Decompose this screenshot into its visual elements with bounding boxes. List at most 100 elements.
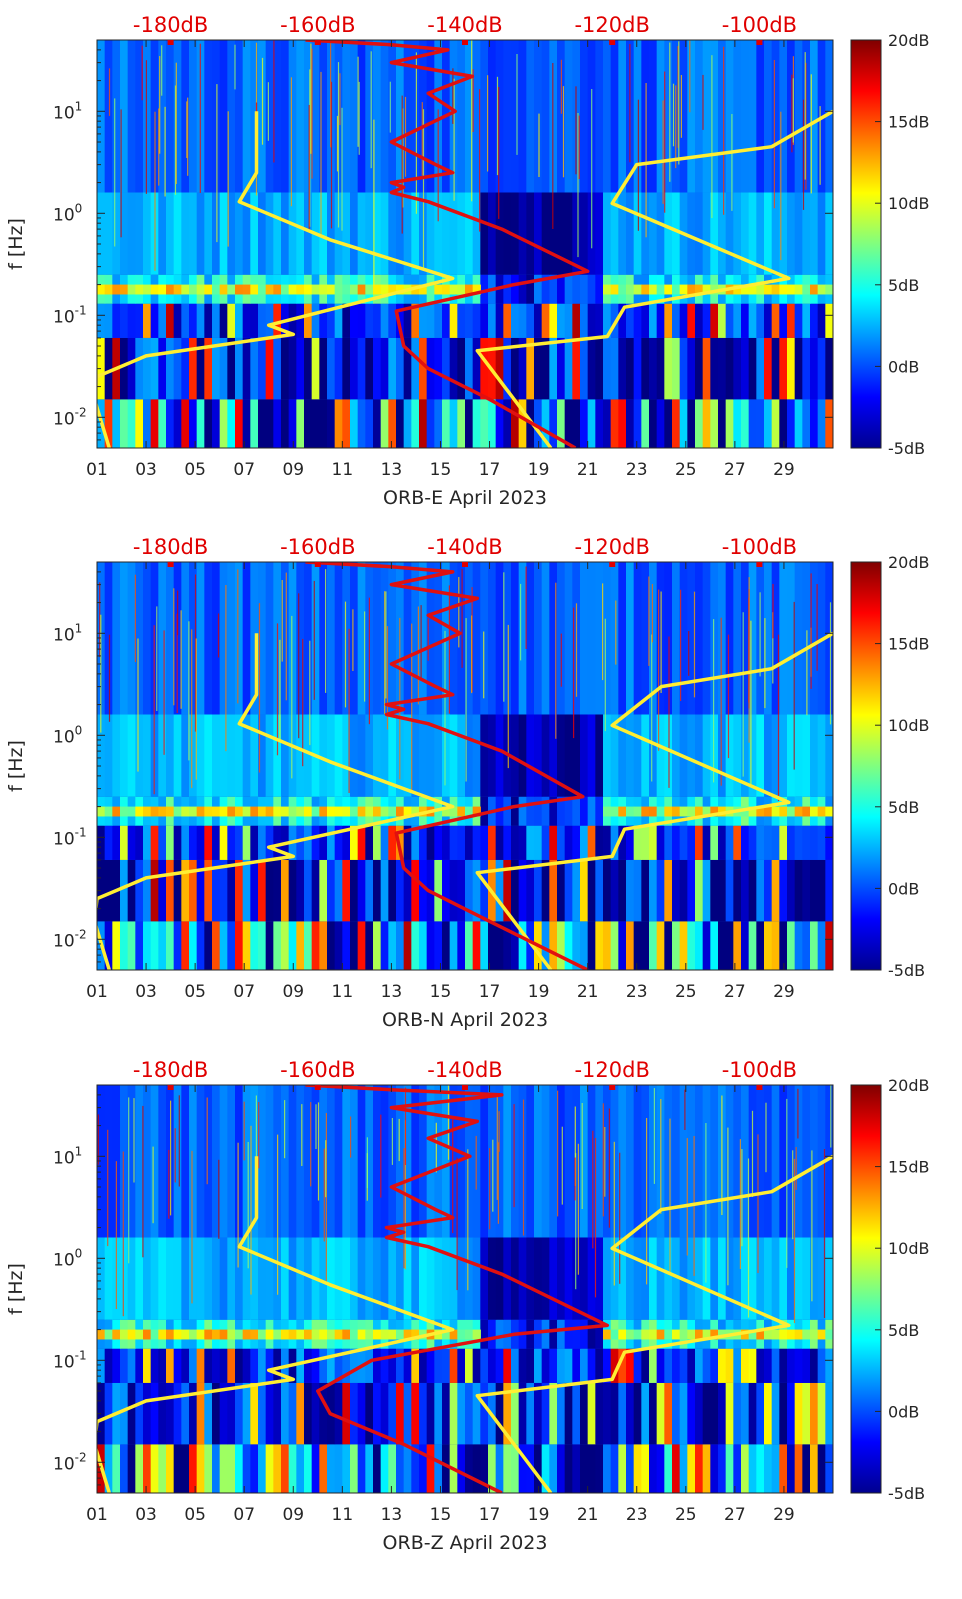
x-tick-label: 25: [675, 1505, 697, 1525]
spectrogram-cell: [702, 1237, 711, 1320]
spectrogram-spike: [384, 591, 386, 715]
spectrogram-cell: [649, 399, 658, 448]
spectrogram-cell: [281, 1237, 290, 1320]
spectrogram-cell: [626, 859, 635, 922]
spectrogram-cell: [288, 399, 297, 448]
spectrogram-cell: [679, 399, 688, 448]
spectrogram-cell: [212, 714, 221, 797]
spectrogram-cell: [196, 337, 205, 400]
spectrogram-cell: [572, 1348, 581, 1383]
x-tick-label: 19: [528, 982, 550, 1002]
spectrogram-cell: [802, 825, 811, 860]
spectrogram-cell: [434, 1237, 443, 1320]
spectrogram-cell: [672, 303, 681, 338]
spectrogram-cell: [265, 1237, 274, 1320]
spectrogram-cell: [710, 1237, 719, 1320]
spectrogram-cell: [580, 714, 589, 797]
spectrogram-cell: [495, 399, 504, 448]
spectrogram-cell: [250, 806, 259, 817]
spectrogram-cell: [695, 1237, 704, 1320]
spectrogram-cell: [779, 921, 788, 970]
spectrogram-cell: [449, 1348, 458, 1383]
top-db-marker: [462, 562, 468, 567]
spectrogram-cell: [426, 714, 435, 797]
spectrogram-cell: [373, 714, 382, 797]
spectrogram-cell: [472, 284, 481, 295]
spectrogram-cell: [449, 562, 458, 715]
spectrogram-cell: [143, 562, 152, 715]
spectrogram-cell: [495, 714, 504, 797]
spectrogram-cell: [196, 1329, 205, 1340]
spectrogram-cell: [549, 1237, 558, 1320]
spectrogram-cell: [434, 284, 443, 295]
spectrogram-cell: [465, 1382, 474, 1445]
spectrogram-cell: [204, 1382, 213, 1445]
spectrogram-cell: [503, 1382, 512, 1445]
spectrogram-cell: [304, 192, 313, 275]
spectrogram-cell: [373, 1237, 382, 1320]
spectrogram-cell: [434, 303, 443, 338]
spectrogram-cell: [242, 337, 251, 400]
spectrogram-cell: [97, 337, 106, 400]
spectrogram-cell: [173, 714, 182, 797]
y-axis-label: f [Hz]: [5, 1263, 27, 1315]
spectrogram-cell: [518, 796, 527, 826]
spectrogram-cell: [725, 192, 734, 275]
spectrogram-cell: [127, 806, 136, 817]
spectrogram-cell: [150, 399, 159, 448]
spectrogram-cell: [365, 1348, 374, 1383]
spectrogram-cell: [741, 1348, 750, 1383]
spectrogram-cell: [733, 303, 742, 338]
spectrogram-cell: [426, 1237, 435, 1320]
spectrogram-cell: [189, 1237, 198, 1320]
spectrogram-cell: [787, 1329, 796, 1340]
spectrogram-cell: [580, 921, 589, 970]
spectrogram-cell: [281, 337, 290, 400]
x-tick-label: 05: [184, 460, 206, 480]
spectrogram-spike: [664, 71, 666, 213]
spectrogram-cell: [595, 714, 604, 797]
spectrogram-cell: [771, 337, 780, 400]
spectrogram-cell: [373, 192, 382, 275]
spectrogram-cell: [250, 192, 259, 275]
spectrogram-cell: [104, 859, 113, 922]
spectrogram-cell: [181, 1444, 190, 1493]
spectrogram-cell: [526, 192, 535, 275]
spectrogram-cell: [227, 825, 236, 860]
spectrogram-cell: [365, 1382, 374, 1445]
spectrogram-cell: [189, 1085, 198, 1238]
spectrogram-cell: [327, 1237, 336, 1320]
x-tick-label: 11: [332, 460, 354, 480]
spectrogram-spike: [391, 1118, 393, 1165]
spectrogram-cell: [595, 303, 604, 338]
spectrogram-cell: [718, 1382, 727, 1445]
spectrogram-cell: [472, 825, 481, 860]
colorbar-label: 0dB: [888, 357, 919, 376]
spectrogram-cell: [396, 1444, 405, 1493]
spectrogram-cell: [748, 1382, 757, 1445]
spectrogram-spike: [341, 107, 343, 231]
spectrogram-cell: [626, 1329, 635, 1340]
spectrogram-cell: [794, 284, 803, 295]
spectrogram-cell: [357, 192, 366, 275]
spectrogram-cell: [350, 1237, 359, 1320]
spectrogram-cell: [434, 192, 443, 275]
spectrogram-spike: [594, 1137, 597, 1298]
spectrogram-cell: [411, 192, 420, 275]
spectrogram-cell: [196, 1444, 205, 1493]
spectrogram-spike: [702, 74, 704, 130]
spectrogram-cell: [173, 806, 182, 817]
spectrogram-cell: [618, 1085, 627, 1238]
spectrogram-cell: [426, 399, 435, 448]
spectrogram-cell: [143, 1348, 152, 1383]
spectrogram-cell: [495, 303, 504, 338]
spectrogram-cell: [817, 1237, 826, 1320]
spectrogram-cell: [618, 399, 627, 448]
spectrogram-cell: [449, 284, 458, 295]
spectrogram-spike: [575, 1153, 577, 1290]
spectrogram-cell: [250, 859, 259, 922]
spectrogram-cell: [810, 1237, 819, 1320]
spectrogram-spike: [141, 45, 143, 101]
spectrogram-cell: [457, 562, 466, 715]
spectrogram-cell: [357, 1329, 366, 1340]
